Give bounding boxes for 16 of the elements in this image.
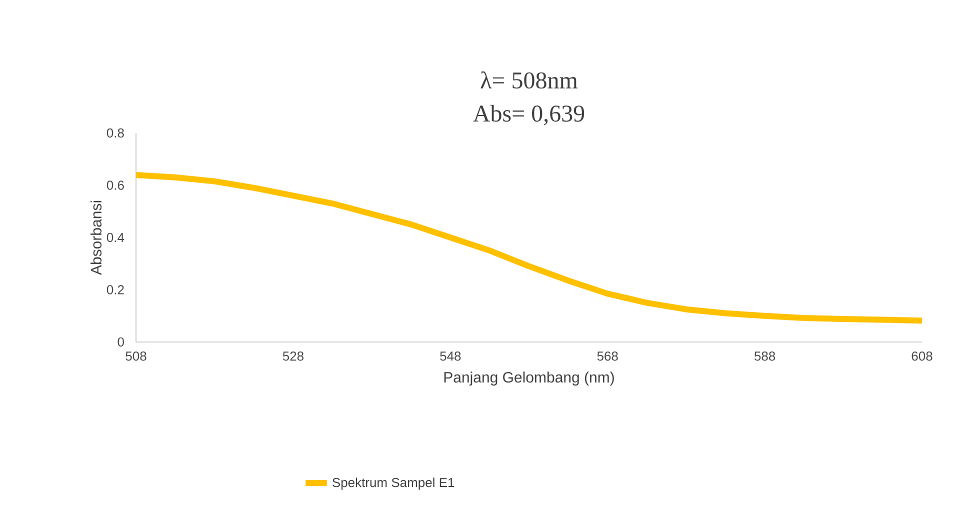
x-tick-label: 528 [282, 352, 304, 361]
y-tick-label: 0.4 [106, 232, 124, 242]
y-tick-label: 0.6 [106, 180, 124, 190]
x-tick-label: 548 [440, 352, 461, 361]
y-tick-label: 0.8 [106, 128, 124, 138]
x-tick-label: 588 [754, 352, 776, 361]
x-axis-title: Panjang Gelombang (nm) [444, 372, 614, 386]
chart-subtitle: Abs= 0,639 [473, 104, 584, 126]
chart-title: λ= 508nm [480, 71, 578, 89]
legend-label: Spektrum Sampel E1 [332, 478, 454, 490]
x-tick-label: 508 [126, 352, 146, 361]
x-tick-label: 568 [597, 352, 618, 361]
y-tick-label: 0 [118, 337, 124, 347]
y-axis-title: Absorbansi [90, 200, 102, 275]
y-tick-label: 0.2 [106, 285, 124, 294]
x-tick-label: 608 [912, 352, 932, 361]
